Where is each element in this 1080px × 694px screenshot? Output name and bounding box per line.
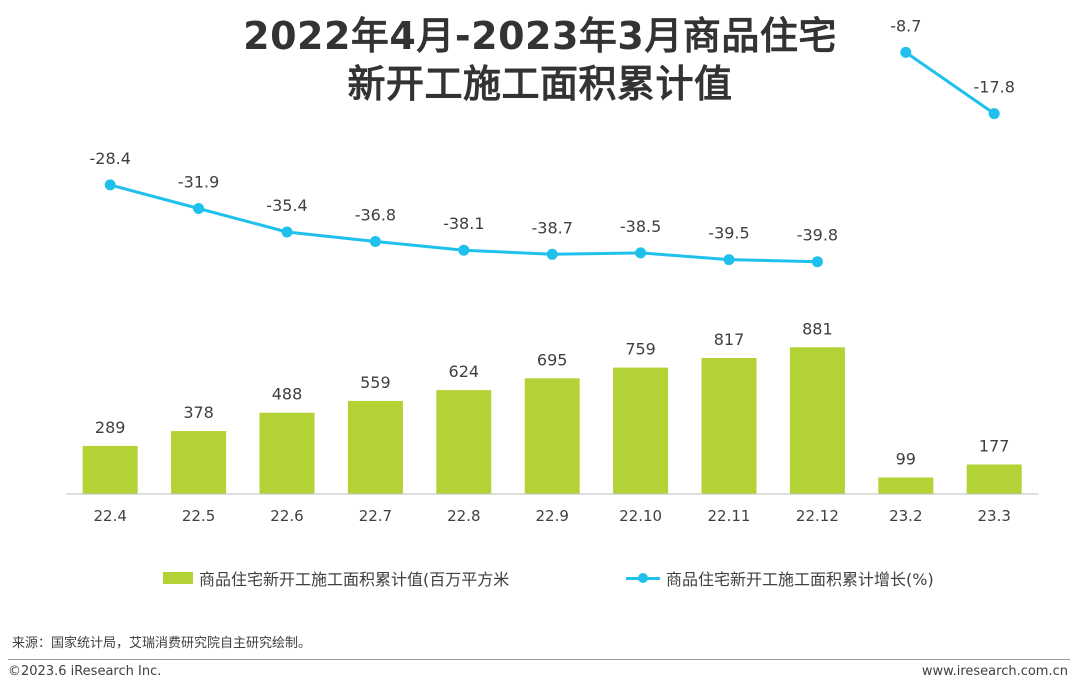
x-tick-22.12: 22.12 — [796, 507, 839, 525]
line-label-22.5: -31.9 — [178, 173, 219, 192]
legend-item-line: 商品住宅新开工施工面积累计增长(%) — [626, 566, 934, 590]
x-tick-labels: 22.4 22.5 22.6 22.7 22.8 22.9 22.10 22.11 22.12 2… — [93, 507, 1010, 525]
x-tick-23.3: 23.3 — [977, 507, 1010, 525]
line-point-22.4 — [104, 179, 116, 191]
line-point-22.11 — [723, 254, 735, 266]
line-series — [104, 46, 1000, 268]
bar-label-22.11: 817 — [714, 330, 745, 349]
bar-label-22.6: 488 — [272, 385, 303, 404]
x-tick-22.11: 22.11 — [708, 507, 751, 525]
x-tick-22.9: 22.9 — [535, 507, 568, 525]
line-point-22.7 — [369, 236, 381, 247]
line-point-23.2 — [900, 46, 912, 58]
legend: 商品住宅新开工施工面积累计值(百万平方米 商品住宅新开工施工面积累计增长(%) — [0, 566, 1080, 590]
bar-22.6 — [259, 412, 315, 494]
legend-line-swatch — [626, 571, 660, 585]
bar-value-labels: 289 378 488 559 624 695 759 817 881 99 177 — [95, 319, 1010, 468]
copyright: ©2023.6 iResearch Inc. — [8, 664, 162, 679]
bar-label-22.4: 289 — [95, 418, 126, 437]
bar-label-22.7: 559 — [360, 373, 391, 392]
x-tick-23.2: 23.2 — [889, 507, 922, 525]
line-label-22.11: -39.5 — [708, 224, 749, 243]
source-note: 来源：国家统计局，艾瑞消费研究院自主研究绘制。 — [12, 636, 312, 651]
bar-22.8 — [436, 390, 492, 494]
bar-22.9 — [524, 378, 580, 494]
x-tick-22.10: 22.10 — [619, 507, 662, 525]
bar-22.7 — [347, 400, 403, 494]
line-label-23.2: -8.7 — [890, 16, 921, 35]
bar-22.4 — [82, 445, 138, 494]
footer-divider — [8, 659, 1070, 660]
legend-line-label: 商品住宅新开工施工面积累计增长(%) — [666, 570, 934, 589]
bar-23.2 — [878, 477, 934, 494]
legend-item-bar: 商品住宅新开工施工面积累计值(百万平方米 — [163, 566, 509, 590]
line-label-22.9: -38.7 — [531, 218, 572, 237]
line-point-22.10 — [635, 247, 647, 259]
bar-label-22.5: 378 — [183, 403, 214, 422]
bar-label-22.12: 881 — [802, 319, 833, 338]
bar-series — [82, 347, 1022, 494]
line-point-22.12 — [811, 256, 823, 268]
line-label-22.12: -39.8 — [797, 226, 838, 245]
line-label-22.8: -38.1 — [443, 214, 484, 233]
line-label-22.4: -28.4 — [89, 149, 130, 168]
bar-22.12 — [789, 347, 845, 494]
legend-bar-swatch — [163, 572, 193, 584]
line-point-22.5 — [193, 203, 205, 214]
x-tick-22.8: 22.8 — [447, 507, 480, 525]
line-point-22.8 — [458, 244, 470, 256]
bar-label-23.2: 99 — [896, 450, 916, 469]
bar-22.11 — [701, 358, 757, 494]
line-point-23.3 — [988, 108, 1000, 120]
line-label-23.3: -17.8 — [973, 78, 1014, 97]
line-point-22.9 — [546, 248, 558, 260]
bar-label-22.10: 759 — [625, 340, 656, 359]
line-point-22.6 — [281, 226, 293, 238]
chart-title-line-1: 2022年4月-2023年3月商品住宅 — [243, 14, 837, 58]
x-tick-22.7: 22.7 — [359, 507, 392, 525]
line-label-22.6: -35.4 — [266, 196, 307, 215]
line-value-labels: -28.4 -31.9 -35.4 -36.8 -38.1 -38.7 -38.5 -39.5… — [89, 16, 1014, 244]
line-label-22.7: -36.8 — [355, 206, 396, 225]
bar-23.3 — [966, 464, 1022, 494]
line-segment-2 — [904, 51, 996, 115]
x-tick-22.5: 22.5 — [182, 507, 215, 525]
chart-title-line-2: 新开工施工面积累计值 — [347, 62, 733, 106]
chart-title: 2022年4月-2023年3月商品住宅 新开工施工面积累计值 — [0, 12, 1080, 108]
bar-label-22.9: 695 — [537, 350, 568, 369]
bar-22.5 — [171, 431, 227, 494]
bar-label-22.8: 624 — [449, 362, 480, 381]
website-link: www.iresearch.com.cn — [921, 664, 1068, 679]
bar-label-23.3: 177 — [979, 437, 1010, 456]
bar-22.10 — [613, 367, 669, 494]
x-tick-22.4: 22.4 — [93, 507, 126, 525]
x-tick-22.6: 22.6 — [270, 507, 303, 525]
line-label-22.10: -38.5 — [620, 217, 661, 236]
legend-bar-label: 商品住宅新开工施工面积累计值(百万平方米 — [199, 570, 510, 589]
